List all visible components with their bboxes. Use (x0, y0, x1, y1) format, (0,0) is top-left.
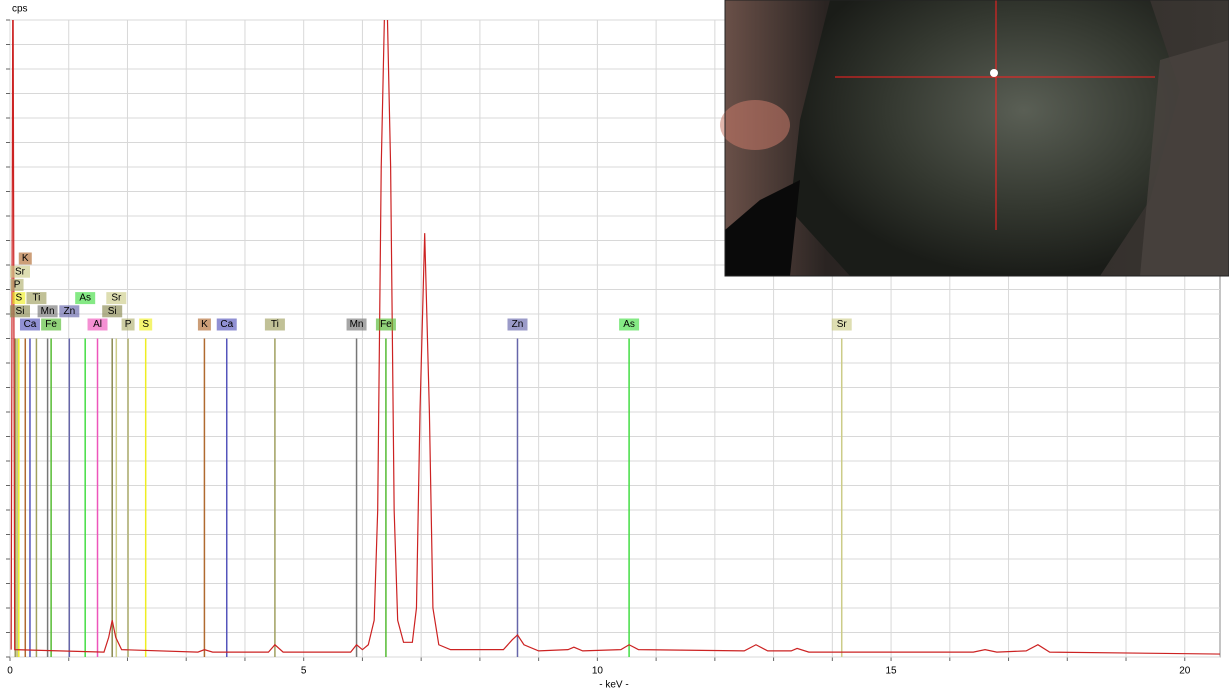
element-label-bg (619, 318, 640, 331)
element-label-bg (346, 318, 367, 331)
x-tick-label: 0 (7, 666, 13, 677)
element-label-bg (10, 265, 30, 278)
element-label: Si (16, 306, 25, 317)
x-tick-label: 10 (592, 666, 604, 677)
element-label: Si (108, 306, 117, 317)
element-label: Mn (41, 306, 55, 317)
element-label: Ca (220, 319, 233, 330)
element-label: Sr (111, 293, 122, 304)
plot-content (10, 20, 1220, 657)
element-label-bg (139, 318, 153, 331)
element-label-bg (10, 305, 30, 318)
element-label: P (14, 280, 21, 291)
element-label-bg (106, 292, 127, 305)
element-label-bg (507, 318, 528, 331)
element-label: As (79, 293, 91, 304)
element-label: As (623, 319, 635, 330)
spectrum-line (10, 20, 1220, 655)
element-label: Ca (24, 319, 37, 330)
element-label-bg (19, 318, 40, 331)
y-axis-label: cps (12, 4, 28, 15)
element-label-bg (264, 318, 285, 331)
element-label-bg (18, 252, 32, 265)
element-label: Mn (350, 319, 364, 330)
element-label-bg (216, 318, 237, 331)
element-label: Zn (512, 319, 524, 330)
camera-image (720, 0, 1229, 277)
element-label-bg (75, 292, 96, 305)
element-label: Fe (45, 319, 57, 330)
x-tick-label: 5 (301, 666, 307, 677)
element-label-bg (375, 318, 396, 331)
element-label: Sr (837, 319, 848, 330)
x-tick-label: 20 (1179, 666, 1191, 677)
element-label: Ti (271, 319, 279, 330)
element-label: Al (93, 319, 102, 330)
element-label-bg (87, 318, 108, 331)
element-label-bg (59, 305, 80, 318)
element-label: Sr (15, 266, 26, 277)
element-label: K (22, 253, 29, 264)
element-label-bg (41, 318, 62, 331)
element-label-bg (12, 292, 26, 305)
x-tick-label: 15 (886, 666, 898, 677)
element-label: K (201, 319, 208, 330)
element-label-bg (831, 318, 852, 331)
element-label: Zn (63, 306, 75, 317)
element-label-bg (121, 318, 135, 331)
element-label: S (142, 319, 149, 330)
element-label-bg (10, 278, 24, 291)
element-label: P (125, 319, 132, 330)
element-label: S (15, 293, 22, 304)
element-label-bg (102, 305, 123, 318)
element-label: Ti (32, 293, 40, 304)
element-label: Fe (380, 319, 392, 330)
element-label-bg (37, 305, 58, 318)
x-axis-label: - keV - (599, 680, 628, 691)
element-label-bg (197, 318, 211, 331)
element-label-bg (26, 292, 47, 305)
